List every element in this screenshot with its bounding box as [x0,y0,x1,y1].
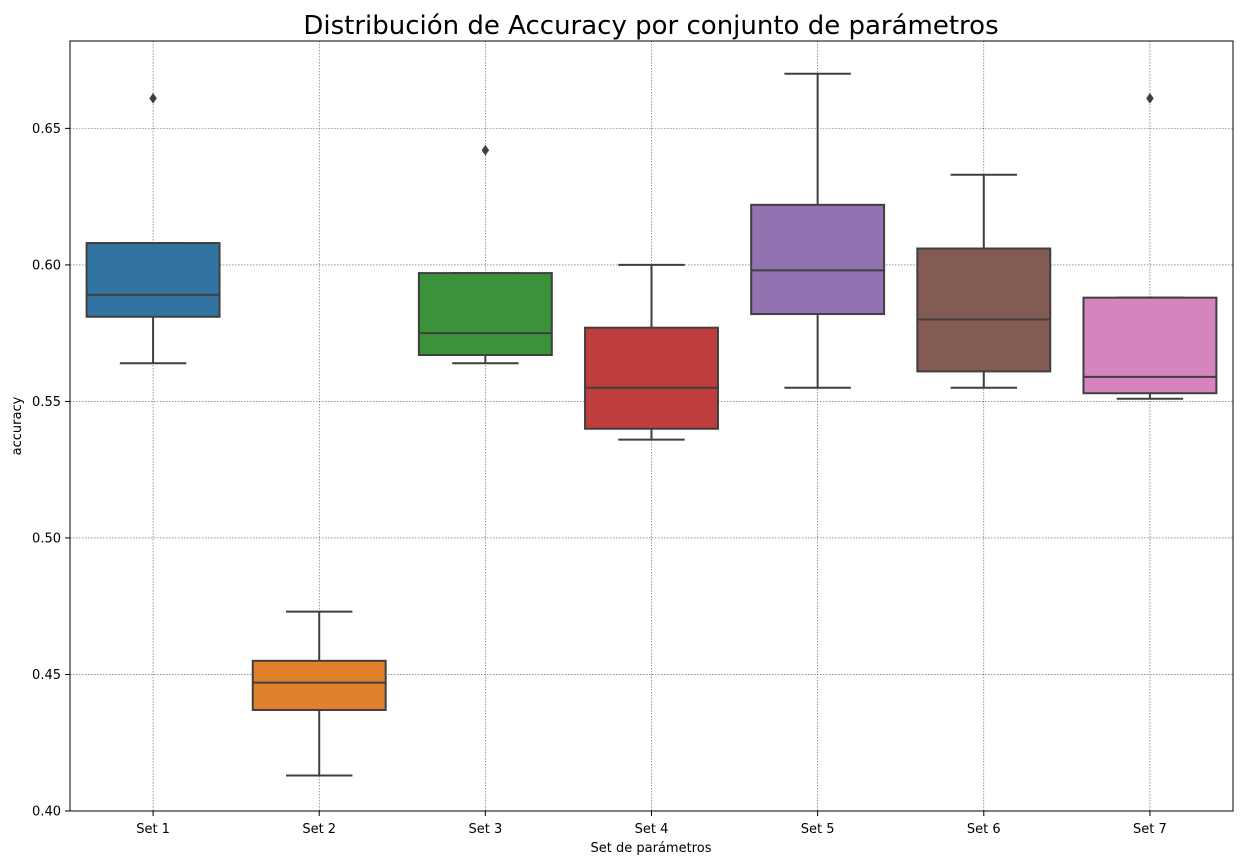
box-group [750,72,886,389]
box-group [584,263,719,441]
y-tick-label: 0.55 [32,395,61,410]
x-tick-label: Set 3 [468,822,502,837]
y-tick-label: 0.40 [32,805,61,820]
chart-title: Distribución de Accuracy por conjunto de… [303,11,998,41]
x-tick-label: Set 4 [635,822,669,837]
x-tick-label: Set 5 [801,822,835,837]
y-tick-label: 0.60 [32,258,61,273]
box-group [1082,92,1218,400]
y-axis-label: accuracy [10,396,25,455]
box-iqr [251,659,387,711]
y-tick-label: 0.50 [32,531,61,546]
box-group [417,144,553,365]
y-tick-label: 0.45 [32,668,61,683]
ticks-layer: 0.40 0.45 0.50 0.55 0.60 0.65 Set 1 Set 2 Set 3 S… [32,122,1167,837]
box-iqr [85,242,221,318]
x-tick-label: Set 2 [302,822,336,837]
x-tick-label: Set 1 [136,822,170,837]
x-axis-label: Set de parámetros [591,841,712,856]
boxes-layer [85,72,1218,777]
x-tick-label: Set 6 [967,822,1001,837]
outlier-point [149,92,157,104]
outlier-point [1146,92,1154,104]
y-tick-label: 0.65 [32,122,61,137]
x-tick-label: Set 7 [1133,822,1167,837]
box-iqr [1082,296,1218,395]
box-group [916,173,1052,389]
box-iqr [417,272,553,357]
box-iqr [584,326,719,430]
outlier-point [481,144,490,156]
box-iqr [750,203,886,316]
box-group [251,610,387,777]
box-group [85,92,221,365]
box-iqr [916,247,1052,373]
